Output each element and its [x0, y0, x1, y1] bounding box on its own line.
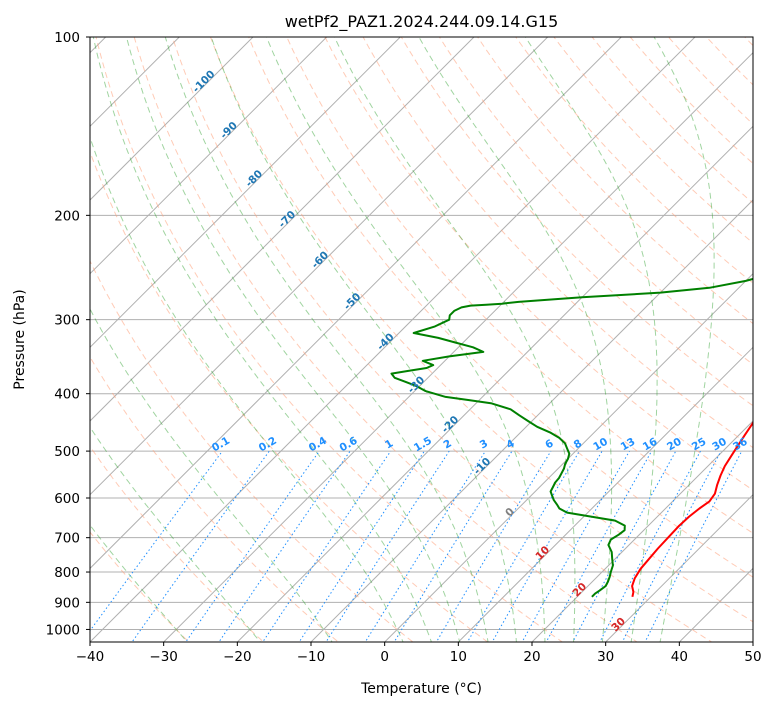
y-tick-label: 200 — [54, 208, 80, 224]
isotherm-line — [90, 37, 623, 570]
x-tick-label: −20 — [223, 649, 252, 665]
dry-adiabat — [90, 259, 414, 642]
mixing-ratio-line — [466, 450, 580, 642]
moist-adiabat — [90, 308, 333, 642]
y-tick-label: 100 — [54, 30, 80, 46]
isotherm-line — [236, 125, 753, 642]
y-tick-label: 500 — [54, 444, 80, 460]
dry-adiabat — [95, 37, 564, 642]
moist-adiabat — [164, 37, 489, 642]
dry-adiabat — [324, 37, 753, 491]
moist-adiabat — [126, 37, 461, 642]
y-tick-label: 400 — [54, 387, 80, 403]
isotherm-line — [383, 272, 753, 642]
dry-adiabat — [248, 37, 753, 578]
mixing-ratio-line — [545, 450, 653, 642]
isotherm-line — [90, 37, 181, 128]
isotherm-line — [604, 493, 753, 642]
x-tick-label: 0 — [380, 649, 389, 665]
mixing-ratio-line — [599, 450, 701, 642]
moist-adiabat — [90, 426, 261, 642]
moist-adiabat — [333, 37, 576, 642]
mixing-ratio-line — [491, 450, 603, 642]
isotherm-line — [531, 420, 753, 642]
mixing-ratio-line — [218, 450, 351, 642]
dry-adiabat — [90, 531, 190, 642]
dry-adiabat — [362, 37, 753, 449]
y-tick-label: 600 — [54, 491, 80, 507]
x-tick-label: −40 — [76, 649, 105, 665]
moist-adiabat — [210, 37, 518, 642]
isotherm-line — [90, 37, 328, 275]
isotherm-line — [90, 37, 475, 422]
dry-adiabat — [515, 37, 753, 284]
dry-adiabat — [90, 356, 340, 642]
moist-adiabat — [90, 135, 404, 642]
dry-adiabat — [133, 37, 638, 642]
x-tick-label: 20 — [523, 649, 540, 665]
x-tick-label: −30 — [149, 649, 178, 665]
mixing-ratio-line — [435, 450, 552, 642]
y-tick-label: 300 — [54, 313, 80, 329]
dry-adiabat — [171, 37, 713, 642]
x-tick-label: 30 — [597, 649, 614, 665]
isotherm-line — [457, 346, 753, 642]
y-tick-label: 700 — [54, 531, 80, 547]
x-tick-label: 50 — [744, 649, 761, 665]
y-axis-label: Pressure (hPa) — [12, 289, 28, 389]
y-tick-label: 1000 — [46, 622, 80, 638]
mixing-ratio-line — [262, 450, 392, 642]
isotherm-line — [162, 51, 753, 642]
y-tick-label: 800 — [54, 565, 80, 581]
x-tick-label: 40 — [671, 649, 688, 665]
chart-title: wetPf2_PAZ1.2024.244.09.14.G15 — [285, 12, 559, 32]
mixing-ratio-line — [572, 450, 677, 642]
isotherm-line — [310, 199, 753, 642]
moist-adiabat — [653, 37, 715, 642]
plot-frame — [89, 36, 754, 643]
dewpoint-profile — [390, 277, 753, 598]
dry-adiabat — [286, 37, 753, 534]
isotherm-line — [90, 37, 402, 349]
isotherm-line — [90, 37, 549, 496]
dry-adiabat — [209, 37, 753, 623]
mixing-ratio-line — [325, 450, 450, 642]
mixing-ratio-line — [393, 450, 513, 642]
y-tick-label: 900 — [54, 595, 80, 611]
moist-adiabat — [266, 37, 546, 642]
x-tick-label: −10 — [297, 649, 326, 665]
isotherm-line — [90, 37, 254, 201]
dry-adiabat — [90, 150, 489, 642]
moist-adiabat — [524, 37, 658, 642]
moist-adiabat — [92, 37, 432, 642]
isotherm-line — [90, 37, 696, 642]
temperature-profile — [631, 420, 753, 598]
dry-adiabat — [90, 445, 265, 642]
mixing-ratio-line — [131, 450, 270, 642]
mixing-ratio-line — [298, 450, 425, 642]
x-tick-label: 10 — [450, 649, 467, 665]
x-axis-label: Temperature (°C) — [360, 681, 482, 697]
mixing-ratio-line — [364, 450, 486, 642]
moist-adiabat — [418, 37, 613, 642]
